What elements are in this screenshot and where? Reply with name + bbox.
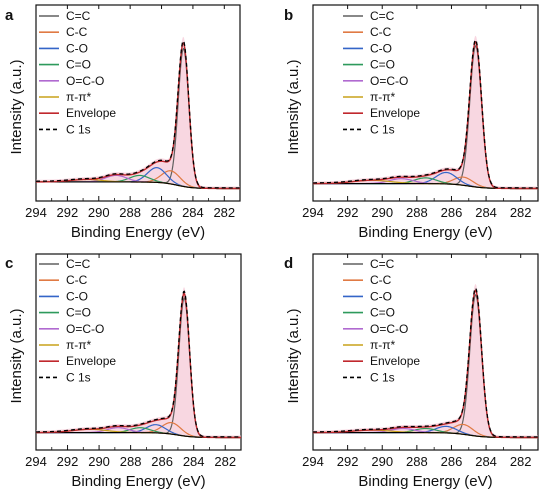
- x-axis-label: Binding Energy (eV): [71, 224, 205, 241]
- legend-label: C=O: [370, 58, 395, 72]
- x-tick-label: 288: [406, 454, 428, 469]
- chart-panel-d: d 294 292 290 288 286 284 282 Binding Energy (eV…: [284, 253, 539, 490]
- legend-label: C=C: [66, 9, 91, 23]
- envelope-line: [313, 41, 538, 190]
- legend-label: C=O: [370, 306, 395, 320]
- x-tick-label: 292: [57, 454, 79, 469]
- chart-panel-b: b 294 292 290 288 286 284 282 Binding Energy (eV…: [284, 4, 539, 241]
- legend-label: C-C: [370, 273, 392, 287]
- x-tick-label: 292: [57, 205, 79, 220]
- c1s-data-line: [36, 290, 241, 438]
- x-tick-label: 288: [120, 454, 142, 469]
- component-C=C-line: [313, 44, 538, 190]
- legend-label: C=C: [370, 257, 395, 271]
- panel-label: a: [5, 7, 14, 24]
- legend-label: π-π*: [66, 90, 92, 104]
- plot-frame: [312, 4, 539, 202]
- legend-label: O=C-O: [370, 74, 408, 88]
- component-C=C-line: [313, 293, 538, 439]
- legend-label: π-π*: [370, 338, 396, 352]
- y-axis-label: Intensity (a.u.): [8, 308, 25, 403]
- legend: C=C C-C C-O C=O O=C-O π-π* Envelope C 1s: [343, 257, 420, 384]
- residual-band: [36, 287, 241, 438]
- legend: C=C C-C C-O C=O O=C-O π-π* Envelope C 1s: [39, 257, 116, 384]
- x-tick-label: 286: [151, 205, 173, 220]
- legend-label: Envelope: [370, 106, 420, 120]
- chart-panel-a: a 294 292 290 288 286 284 282 Binding Energy (eV…: [5, 4, 241, 241]
- legend-label: C-O: [66, 289, 88, 303]
- y-axis-label: Intensity (a.u.): [8, 59, 25, 154]
- x-tick-label: 290: [88, 454, 110, 469]
- x-tick-label: 284: [475, 454, 497, 469]
- chart-panel-c: c 294 292 290 288 286 284 282 Binding Energy (eV…: [5, 253, 242, 490]
- x-tick-label: 288: [119, 205, 141, 220]
- x-tick-label: 286: [441, 205, 463, 220]
- legend-label: π-π*: [66, 338, 92, 352]
- x-tick-label: 288: [406, 205, 428, 220]
- plot-frame: [312, 253, 539, 451]
- panel-label: b: [284, 7, 293, 24]
- legend-label: C=O: [66, 306, 91, 320]
- plot-frame: [35, 4, 241, 202]
- y-axis-label: Intensity (a.u.): [285, 308, 302, 403]
- legend-label: C=O: [66, 58, 91, 72]
- legend-label: O=C-O: [66, 74, 104, 88]
- panel-label: d: [284, 255, 293, 272]
- legend-label: Envelope: [370, 354, 420, 368]
- y-axis-label: Intensity (a.u.): [285, 59, 302, 154]
- c1s-data-line: [312, 287, 538, 438]
- legend-label: C-O: [370, 289, 392, 303]
- plot-frame: [35, 253, 242, 451]
- residual-band: [313, 284, 538, 438]
- residual-band: [36, 36, 240, 189]
- legend-label: C 1s: [66, 370, 91, 384]
- x-tick-label: 290: [371, 454, 393, 469]
- x-tick-label: 284: [183, 454, 205, 469]
- x-tick-label: 292: [337, 205, 359, 220]
- x-tick-label: 294: [302, 454, 324, 469]
- legend: C=C C-C C-O C=O O=C-O π-π* Envelope C 1s: [343, 9, 420, 136]
- x-tick-label: 290: [371, 205, 393, 220]
- envelope-line: [36, 42, 240, 190]
- legend-label: Envelope: [66, 106, 116, 120]
- legend-label: C=C: [370, 9, 395, 23]
- x-tick-label: 290: [88, 205, 110, 220]
- legend-label: C-O: [370, 41, 392, 55]
- legend-label: O=C-O: [66, 322, 104, 336]
- c1s-data-line: [313, 38, 538, 189]
- x-tick-label: 294: [25, 454, 47, 469]
- x-tick-label: 294: [25, 205, 47, 220]
- legend-label: O=C-O: [370, 322, 408, 336]
- x-tick-label: 282: [510, 454, 532, 469]
- panel-label: c: [5, 255, 13, 272]
- x-axis-label: Binding Energy (eV): [71, 473, 205, 490]
- x-tick-label: 282: [214, 454, 236, 469]
- legend-label: C=C: [66, 257, 91, 271]
- x-tick-label: 284: [475, 205, 497, 220]
- legend-label: C 1s: [66, 122, 91, 136]
- legend-label: C 1s: [370, 370, 395, 384]
- x-tick-label: 284: [182, 205, 204, 220]
- legend-label: C-C: [66, 273, 88, 287]
- x-tick-label: 286: [151, 454, 173, 469]
- legend-label: C-C: [66, 25, 88, 39]
- legend-label: π-π*: [370, 90, 396, 104]
- residual-band: [313, 35, 538, 189]
- legend-label: C-O: [66, 41, 88, 55]
- x-axis-label: Binding Energy (eV): [358, 473, 492, 490]
- envelope-line: [312, 289, 538, 439]
- legend-label: Envelope: [66, 354, 116, 368]
- envelope-line: [36, 292, 241, 439]
- legend-label: C 1s: [370, 122, 395, 136]
- x-tick-label: 282: [510, 205, 532, 220]
- legend: C=C C-C C-O C=O O=C-O π-π* Envelope C 1s: [39, 9, 116, 136]
- x-tick-label: 282: [213, 205, 235, 220]
- x-tick-label: 292: [337, 454, 359, 469]
- x-axis-label: Binding Energy (eV): [358, 224, 492, 241]
- x-tick-label: 294: [302, 205, 324, 220]
- x-tick-label: 286: [441, 454, 463, 469]
- legend-label: C-C: [370, 25, 392, 39]
